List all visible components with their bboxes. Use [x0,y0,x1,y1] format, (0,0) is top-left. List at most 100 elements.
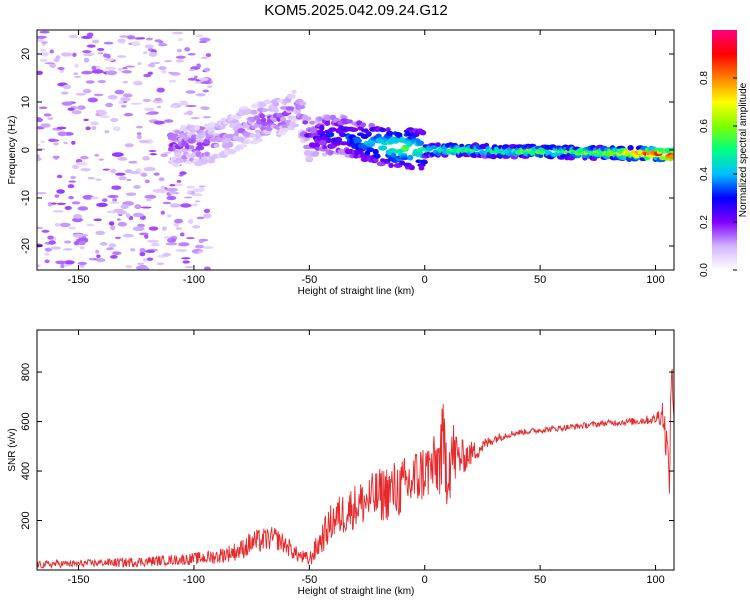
noise-cell [71,140,76,145]
ridge-cell [319,125,325,131]
ridge-cell [309,127,318,132]
noise-cell [143,51,148,55]
noise-cell [116,218,121,221]
noise-cell [91,65,97,70]
noise-cell [128,160,138,164]
y-tick-label: -20 [20,238,32,254]
noise-cell [49,63,56,69]
noise-cell [144,107,155,111]
noise-cell [156,87,165,93]
noise-cell [168,79,177,83]
noise-cell [175,226,183,231]
noise-cell [147,239,160,243]
ridge-cell [249,133,256,138]
noise-cell [158,40,164,44]
noise-cell [62,248,73,251]
noise-cell [93,93,104,97]
noise-cell [169,203,181,208]
noise-cell [129,171,141,175]
noise-cell [152,62,161,64]
noise-cell [48,240,56,245]
noise-cell [162,252,171,257]
noise-cell [117,222,128,227]
noise-cell [196,216,205,220]
colorbar-scale [712,30,737,270]
ridge-cell [378,127,387,133]
noise-cell [86,32,94,37]
noise-cell [118,176,127,181]
noise-cell [60,52,73,57]
noise-cell [175,55,186,59]
noise-cell [38,106,48,110]
noise-cell [71,201,81,205]
noise-cell [182,260,190,264]
noise-cell [92,39,100,44]
noise-cell [199,187,205,192]
noise-cell [97,52,104,55]
noise-cell [67,107,75,111]
spectrogram-xlabel: Height of straight line (km) [298,286,415,297]
noise-cell [37,264,41,268]
x-tick-label: 100 [646,574,664,586]
ridge-cell [400,156,410,161]
ridge-cell [346,119,353,124]
noise-cell [56,189,65,194]
noise-cell [178,102,189,106]
noise-cell [168,71,173,74]
noise-cell [139,232,149,236]
noise-cell [158,43,168,47]
ridge-cell [339,141,349,146]
noise-cell [145,112,156,115]
noise-cell [117,38,126,44]
noise-cell [153,120,165,125]
x-tick-label: -50 [301,574,317,586]
noise-cell [195,34,203,38]
noise-cell [63,141,68,145]
noise-cell [162,226,167,231]
ridge-cell [325,131,335,138]
noise-cell [132,226,145,231]
noise-cell [120,104,127,108]
ridge-cell [627,145,634,151]
ridge-cell [322,144,328,150]
noise-cell [193,139,206,142]
noise-cell [191,193,203,197]
noise-cell [125,264,133,269]
noise-cell [142,99,152,102]
ridge-cell [213,143,220,148]
ridge-cell [328,150,335,155]
ridge-cell [319,139,328,146]
ridge-cell [353,137,362,144]
noise-cell [117,55,127,58]
x-tick-label: 100 [646,274,664,286]
noise-cell [200,106,210,110]
noise-cell [53,142,59,146]
noise-cell [170,72,181,76]
noise-cell [71,110,82,115]
noise-cell [54,222,61,227]
ridge-cell [312,142,321,148]
noise-cell [146,37,153,41]
ridge-cell [253,115,260,121]
ridge-cell [416,140,424,146]
noise-cell [102,198,108,203]
x-tick-label: 50 [534,574,546,586]
noise-cell [104,130,110,134]
noise-cell [148,226,159,231]
ridge-cell [194,124,200,131]
noise-cell [201,56,208,59]
noise-cell [41,41,48,44]
noise-cell [178,242,190,247]
noise-cell [114,236,122,239]
noise-cell [200,81,212,85]
noise-cell [86,44,96,48]
noise-cell [143,266,150,270]
noise-cell [151,242,160,247]
colorbar-tick-label: 0.8 [699,71,710,85]
noise-cell [125,192,137,196]
noise-cell [91,69,104,74]
noise-cell [117,68,123,71]
y-tick-label: 600 [20,412,32,430]
noise-cell [114,89,125,95]
x-tick-label: 0 [422,274,428,286]
